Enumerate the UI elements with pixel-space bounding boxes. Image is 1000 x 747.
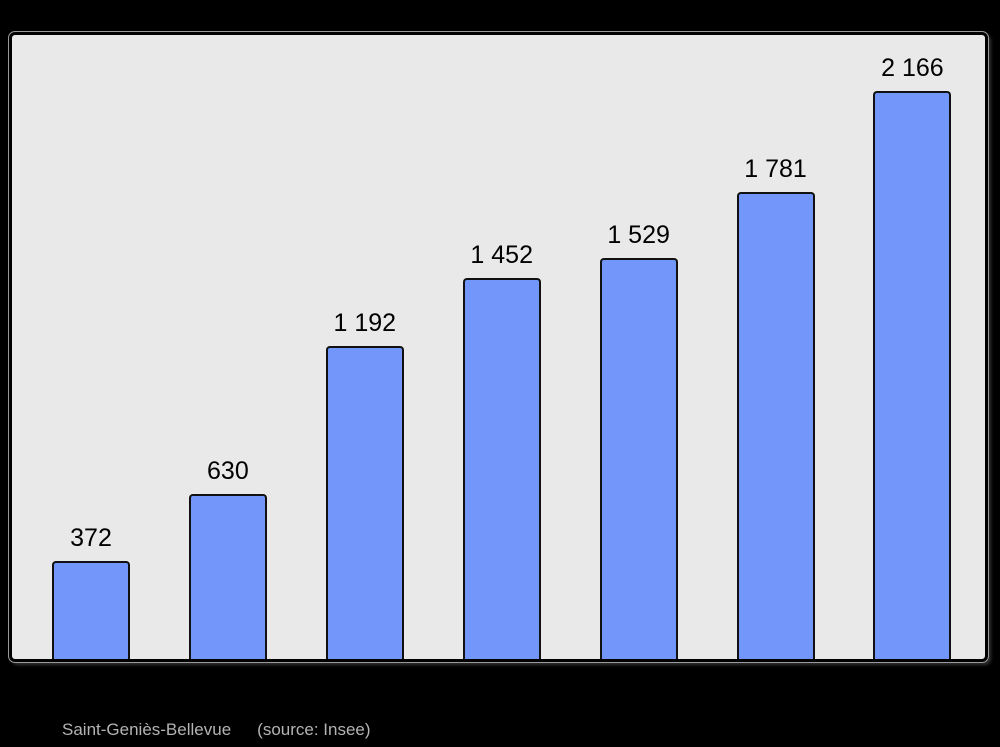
bar bbox=[52, 561, 130, 659]
bar-value-label: 1 452 bbox=[470, 241, 533, 269]
bar-value-label: 630 bbox=[207, 457, 249, 485]
caption-source: (source: Insee) bbox=[257, 720, 371, 739]
bar-value-label: 1 781 bbox=[744, 155, 807, 183]
chart-caption: Saint-Geniès-Bellevue (source: Insee) bbox=[62, 719, 371, 741]
bar-chart-plot-area: 372 630 1 192 1 452 1 529 1 781 2 166 bbox=[12, 35, 985, 659]
bar bbox=[462, 278, 541, 659]
bar bbox=[736, 192, 815, 659]
bar-value-label: 2 166 bbox=[881, 54, 944, 82]
bar bbox=[325, 346, 404, 659]
chart-panel: 372 630 1 192 1 452 1 529 1 781 2 166 bbox=[9, 32, 988, 662]
bar bbox=[873, 91, 952, 659]
bar bbox=[599, 258, 678, 659]
caption-commune-name: Saint-Geniès-Bellevue bbox=[62, 720, 232, 739]
bar bbox=[188, 494, 267, 659]
bar-value-label: 1 529 bbox=[607, 221, 670, 249]
bar-value-label: 372 bbox=[70, 524, 112, 552]
bar-value-label: 1 192 bbox=[333, 309, 397, 337]
